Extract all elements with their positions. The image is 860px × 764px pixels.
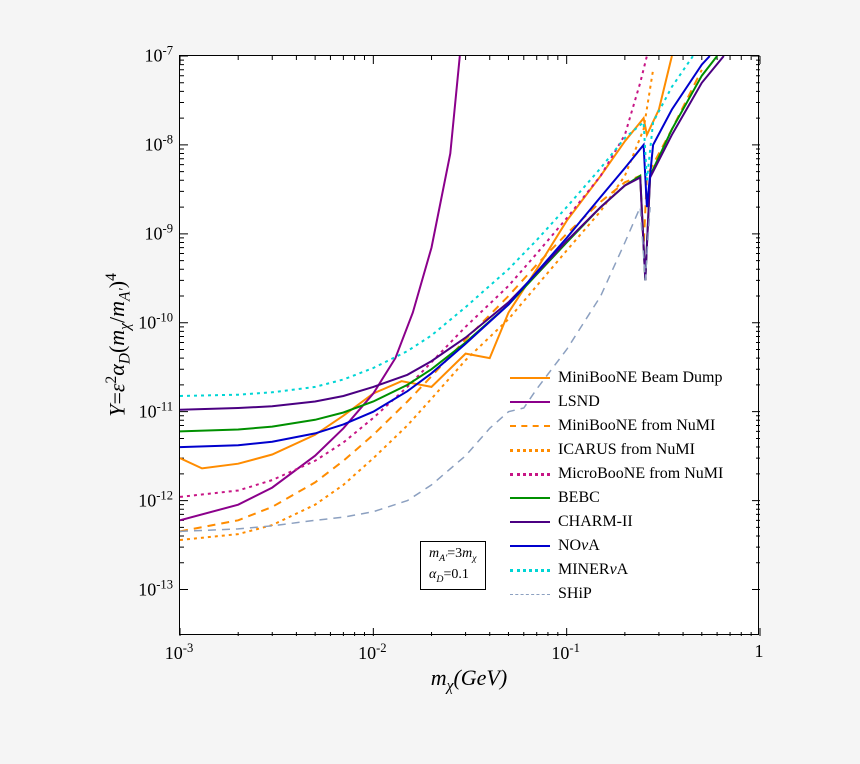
annotation-line-1: mA′=3mχ <box>429 545 477 566</box>
legend-item-miniboone_numi: MiniBooNE from NuMI <box>510 414 723 438</box>
legend-label: NOνA <box>558 537 600 555</box>
y-tick-label: 10-13 <box>115 577 173 600</box>
legend-label: ICARUS from NuMI <box>558 441 695 459</box>
legend-label: MicroBooNE from NuMI <box>558 465 723 483</box>
legend-label: MiniBooNE Beam Dump <box>558 369 722 387</box>
y-tick-label: 10-10 <box>115 310 173 333</box>
annotation-box: mA′=3mχ αD=0.1 <box>420 541 486 590</box>
legend-swatch <box>510 569 550 572</box>
x-tick-label: 10-1 <box>551 641 580 664</box>
legend-item-nova: NOνA <box>510 534 723 558</box>
legend-item-miniboone_bd: MiniBooNE Beam Dump <box>510 366 723 390</box>
legend-swatch <box>510 497 550 499</box>
legend-label: SHiP <box>558 585 592 603</box>
x-tick-label: 10-2 <box>358 641 387 664</box>
legend: MiniBooNE Beam Dump LSND MiniBooNE from Nu… <box>510 366 723 606</box>
x-axis-label: mχ(GeV) <box>179 665 759 695</box>
legend-item-lsnd: LSND <box>510 390 723 414</box>
legend-swatch <box>510 473 550 476</box>
legend-label: CHARM-II <box>558 513 633 531</box>
legend-item-microboone_numi: MicroBooNE from NuMI <box>510 462 723 486</box>
plot-area: mA′=3mχ αD=0.1 MiniBooNE Beam DumpLSNDMi… <box>179 55 759 635</box>
legend-swatch <box>510 449 550 452</box>
curve-lsnd <box>180 56 460 520</box>
y-tick-label: 10-7 <box>115 44 173 67</box>
y-tick-label: 10-11 <box>115 399 173 422</box>
legend-item-icarus_numi: ICARUS from NuMI <box>510 438 723 462</box>
legend-item-bebc: BEBC <box>510 486 723 510</box>
legend-label: MiniBooNE from NuMI <box>558 417 715 435</box>
legend-item-minerva: MINERνA <box>510 558 723 582</box>
x-tick-label: 1 <box>755 641 764 662</box>
y-tick-label: 10-9 <box>115 221 173 244</box>
legend-swatch <box>510 521 550 523</box>
legend-swatch <box>510 545 550 547</box>
legend-swatch <box>510 594 550 595</box>
legend-swatch <box>510 401 550 403</box>
legend-label: LSND <box>558 393 600 411</box>
legend-swatch <box>510 377 550 379</box>
legend-label: BEBC <box>558 489 600 507</box>
legend-swatch <box>510 425 550 427</box>
annotation-line-2: αD=0.1 <box>429 566 477 587</box>
chart-container: mA′=3mχ αD=0.1 MiniBooNE Beam DumpLSNDMi… <box>111 25 831 745</box>
legend-label: MINERνA <box>558 561 628 579</box>
x-tick-label: 10-3 <box>165 641 194 664</box>
y-tick-label: 10-12 <box>115 488 173 511</box>
y-tick-label: 10-8 <box>115 132 173 155</box>
legend-item-ship: SHiP <box>510 582 723 606</box>
legend-item-charm2: CHARM-II <box>510 510 723 534</box>
